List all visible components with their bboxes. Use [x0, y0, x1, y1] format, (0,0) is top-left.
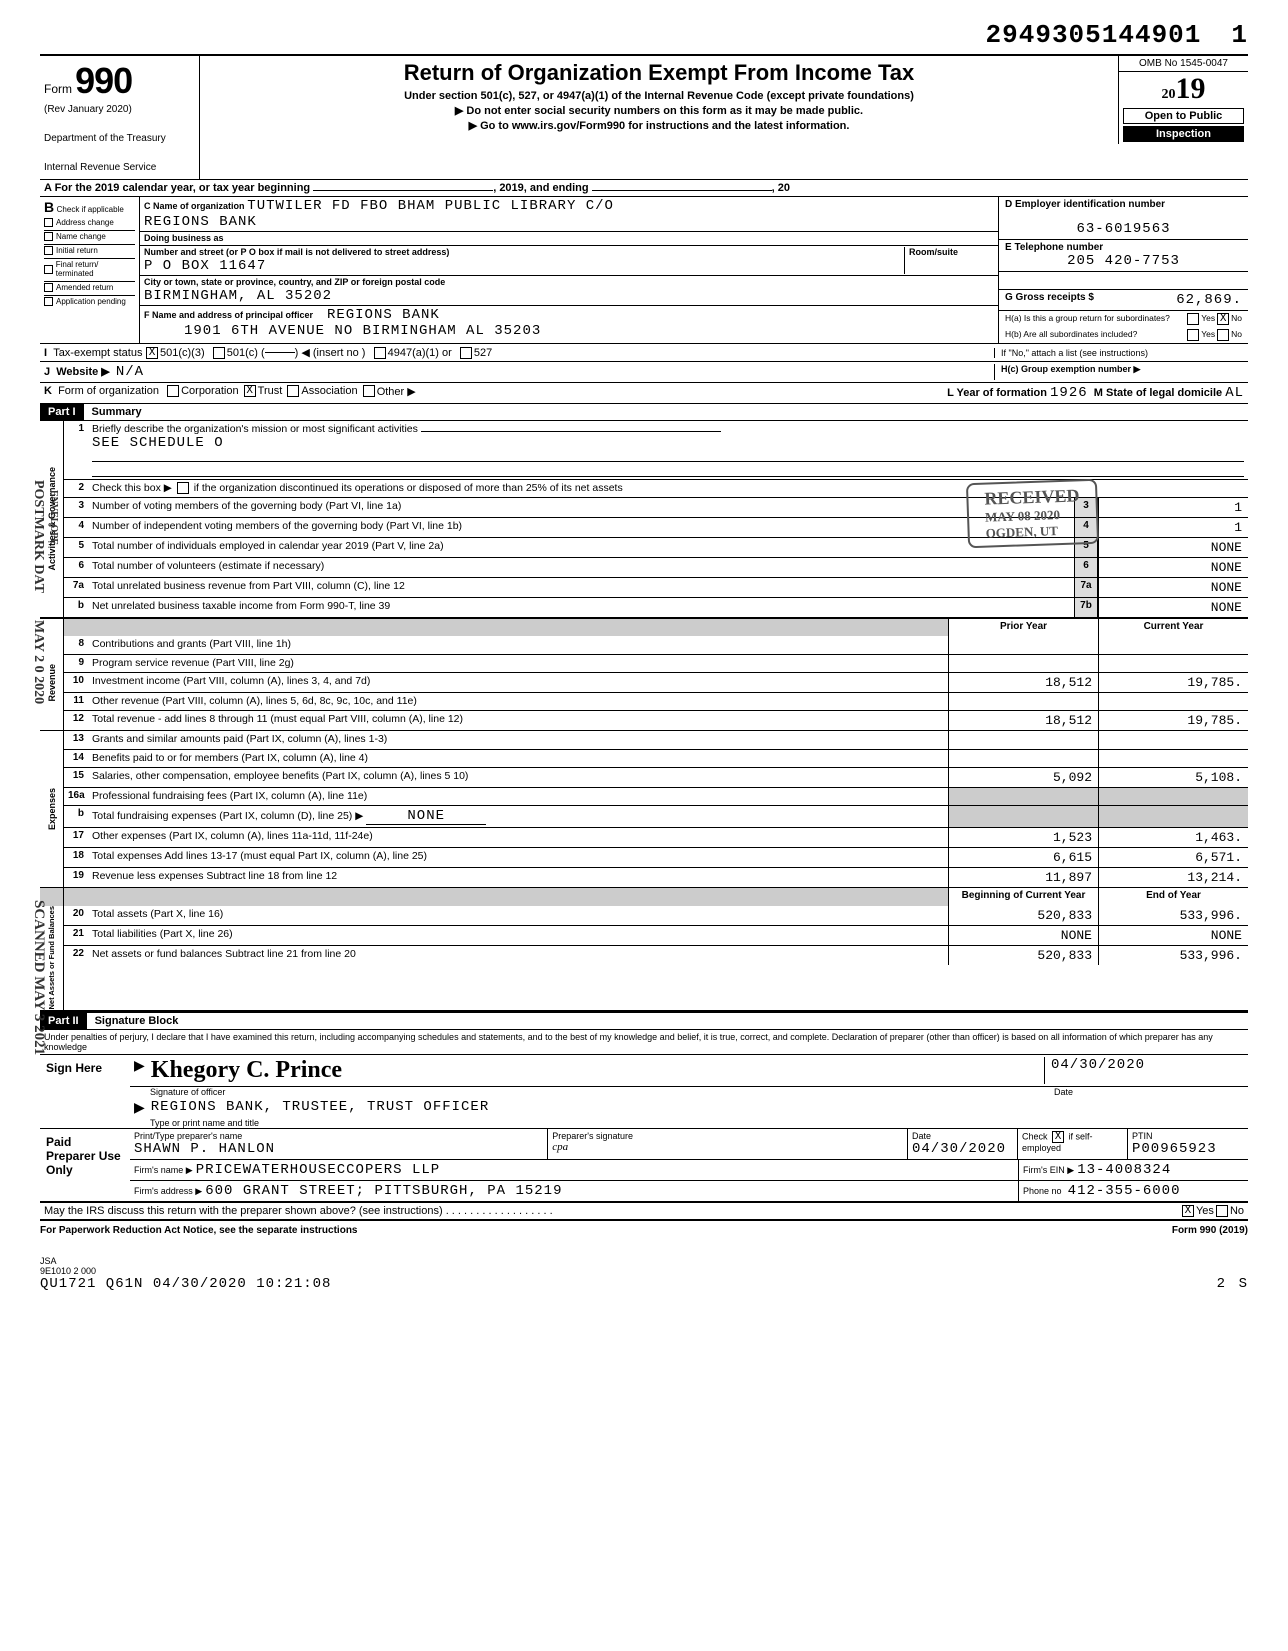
envelope-stamp: ENVELOPE	[48, 490, 59, 545]
telephone: E Telephone number 205 420-7753	[999, 239, 1248, 271]
preparer-signature: Preparer's signature cpa	[548, 1129, 908, 1159]
prior-year-header: Prior Year	[948, 619, 1098, 636]
expenses-label: Expenses	[40, 731, 64, 887]
group-return: H(a) Is this a group return for subordin…	[999, 310, 1248, 327]
scanned-stamp: SCANNED MAY 3 2021	[30, 900, 47, 1055]
dba: Doing business as	[140, 232, 998, 246]
line-17: Other expenses (Part IX, column (A), lin…	[88, 828, 948, 847]
org-name: C Name of organization TUTWILER FD FBO B…	[140, 197, 998, 232]
sign-here-label: Sign Here	[40, 1055, 130, 1128]
line-21: Total liabilities (Part X, line 26)	[88, 926, 948, 945]
name-arrow-icon: ▶	[134, 1099, 145, 1116]
form-of-organization: K Form of organization Corporation XTrus…	[40, 382, 1248, 403]
line-3: Number of voting members of the governin…	[88, 498, 1074, 517]
firm-ein: Firm's EIN ▶ 13-4008324	[1018, 1160, 1248, 1180]
year-box: OMB No 1545-0047 2019 Open to Public Ins…	[1118, 56, 1248, 144]
line-9: Program service revenue (Part VIII, line…	[88, 655, 948, 672]
paperwork-notice: For Paperwork Reduction Act Notice, see …	[40, 1225, 358, 1236]
line-1-mission: Briefly describe the organization's miss…	[88, 421, 1248, 479]
irs-discuss: May the IRS discuss this return with the…	[40, 1202, 1248, 1219]
firm-phone: Phone no 412-355-6000	[1018, 1181, 1248, 1201]
firm-address: Firm's address ▶ 600 GRANT STREET; PITTS…	[130, 1181, 1018, 1201]
checkbox-address-change[interactable]: Address change	[44, 217, 135, 228]
city-state-zip: City or town, state or province, country…	[140, 276, 998, 306]
line-16a: Professional fundraising fees (Part IX, …	[88, 788, 948, 805]
street-address: Number and street (or P O box if mail is…	[140, 246, 998, 276]
form-label-box: Form 990 (Rev January 2020) Department o…	[40, 56, 200, 179]
tax-exempt-status: I Tax-exempt status X501(c)(3) 501(c) ()…	[40, 343, 1248, 361]
preparer-date: Date 04/30/2020	[908, 1129, 1018, 1159]
website: J Website ▶ N/A H(c) Group exemption num…	[40, 361, 1248, 382]
checkbox-initial-return[interactable]: Initial return	[44, 244, 135, 256]
line-a-tax-year: A For the 2019 calendar year, or tax yea…	[40, 179, 1248, 196]
checkbox-name-change[interactable]: Name change	[44, 230, 135, 242]
signature-date: 04/30/2020	[1051, 1057, 1145, 1073]
perjury-declaration: Under penalties of perjury, I declare th…	[40, 1029, 1248, 1054]
line-20: Total assets (Part X, line 16)	[88, 906, 948, 925]
officer-signature: Khegory C. Prince	[151, 1057, 342, 1083]
document-number: 29493051449011	[40, 20, 1248, 50]
line-13: Grants and similar amounts paid (Part IX…	[88, 731, 948, 749]
form-footer: Form 990 (2019)	[1172, 1225, 1248, 1236]
signature-arrow-icon: ▶	[134, 1057, 145, 1084]
line-2-discontinued: Check this box ▶ if the organization dis…	[88, 480, 1248, 497]
line-7a: Total unrelated business revenue from Pa…	[88, 578, 1074, 597]
preparer-name: Print/Type preparer's name SHAWN P. HANL…	[130, 1129, 548, 1159]
checkbox-application-pending[interactable]: Application pending	[44, 295, 135, 307]
line-6: Total number of volunteers (estimate if …	[88, 558, 1074, 577]
principal-officer: F Name and address of principal officer …	[140, 306, 998, 340]
checkbox-final-return[interactable]: Final return/ terminated	[44, 258, 135, 279]
line-15: Salaries, other compensation, employee b…	[88, 768, 948, 787]
line-8: Contributions and grants (Part VIII, lin…	[88, 636, 948, 654]
gross-receipts: G Gross receipts $ 62,869.	[999, 289, 1248, 310]
ptin: PTIN P00965923	[1128, 1129, 1248, 1159]
officer-name: REGIONS BANK, TRUSTEE, TRUST OFFICER	[145, 1099, 489, 1116]
firm-name: Firm's name ▶ PRICEWATERHOUSECCOPERS LLP	[130, 1160, 1018, 1180]
part-i-title: Summary	[84, 404, 150, 420]
subordinates-included: H(b) Are all subordinates included? Yes …	[999, 327, 1248, 343]
may20-stamp: MAY 2 0 2020	[30, 620, 46, 704]
section-b-checkboxes: B Check if applicable Address change Nam…	[40, 197, 140, 343]
part-i-header: Part I	[40, 404, 84, 420]
self-employed-check: Check X if self-employed	[1018, 1129, 1128, 1159]
end-year-header: End of Year	[1098, 888, 1248, 906]
begin-year-header: Beginning of Current Year	[948, 888, 1098, 906]
paid-preparer-label: Paid Preparer Use Only	[40, 1129, 130, 1201]
line-12: Total revenue - add lines 8 through 11 (…	[88, 711, 948, 730]
form-title: Return of Organization Exempt From Incom…	[200, 56, 1118, 136]
line-10: Investment income (Part VIII, column (A)…	[88, 673, 948, 692]
line-18: Total expenses Add lines 13-17 (must equ…	[88, 848, 948, 867]
postmark-stamp: POSTMARK DAT	[30, 480, 46, 593]
current-year-header: Current Year	[1098, 619, 1248, 636]
line-11: Other revenue (Part VIII, column (A), li…	[88, 693, 948, 710]
line-7b: Net unrelated business taxable income fr…	[88, 598, 1074, 617]
jsa-footer: JSA 9E1010 2 000 QU1721 Q61N 04/30/2020 …	[40, 1256, 1248, 1292]
line-22: Net assets or fund balances Subtract lin…	[88, 946, 948, 965]
ein: D Employer identification number 63-6019…	[999, 197, 1248, 239]
line-16b: Total fundraising expenses (Part IX, col…	[88, 806, 948, 827]
line-19: Revenue less expenses Subtract line 18 f…	[88, 868, 948, 887]
part-ii-title: Signature Block	[87, 1013, 187, 1029]
line-5: Total number of individuals employed in …	[88, 538, 1074, 557]
line-14: Benefits paid to or for members (Part IX…	[88, 750, 948, 767]
line-4: Number of independent voting members of …	[88, 518, 1074, 537]
checkbox-amended[interactable]: Amended return	[44, 281, 135, 293]
